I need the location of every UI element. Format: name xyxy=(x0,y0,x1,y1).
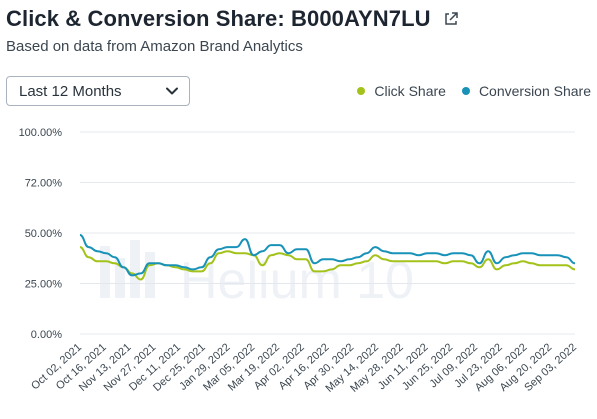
date-range-label: Last 12 Months xyxy=(19,82,122,100)
external-link-icon[interactable] xyxy=(443,11,459,27)
watermark: Helium 10 xyxy=(100,240,414,310)
y-tick-label: 25.00% xyxy=(25,279,63,291)
watermark-logo-icon xyxy=(100,246,110,298)
y-tick-label: 72.00% xyxy=(25,178,63,190)
watermark-logo-bar-4 xyxy=(145,252,155,298)
y-tick-label: 0.00% xyxy=(31,329,62,341)
legend-item-conversion-share[interactable]: Conversion Share xyxy=(461,83,591,99)
chevron-down-icon xyxy=(166,87,178,95)
legend-marker-conversion-share xyxy=(461,87,470,95)
chart-legend: Click Share Conversion Share xyxy=(341,83,591,99)
line-chart: Helium 10 0.00% 25.00% 50.00% 72.00% 100.00%… xyxy=(19,127,579,395)
legend-label-click-share: Click Share xyxy=(374,83,446,99)
legend-item-click-share[interactable]: Click Share xyxy=(357,83,446,99)
legend-marker-click-share xyxy=(357,87,366,95)
y-tick-label: 100.00% xyxy=(19,127,63,139)
legend-label-conversion-share: Conversion Share xyxy=(478,83,591,99)
page-title: Click & Conversion Share: B000AYN7LU xyxy=(6,6,431,31)
watermark-text: Helium 10 xyxy=(180,252,414,310)
subtitle: Based on data from Amazon Brand Analytic… xyxy=(6,38,303,55)
date-range-dropdown[interactable]: Last 12 Months xyxy=(6,76,190,106)
watermark-logo-bar-2 xyxy=(115,258,125,298)
title-row: Click & Conversion Share: B000AYN7LU xyxy=(6,6,459,32)
series-line-conversion-share[interactable] xyxy=(79,234,576,277)
watermark-logo-bar-3 xyxy=(130,240,140,298)
y-tick-label: 50.00% xyxy=(25,228,63,240)
